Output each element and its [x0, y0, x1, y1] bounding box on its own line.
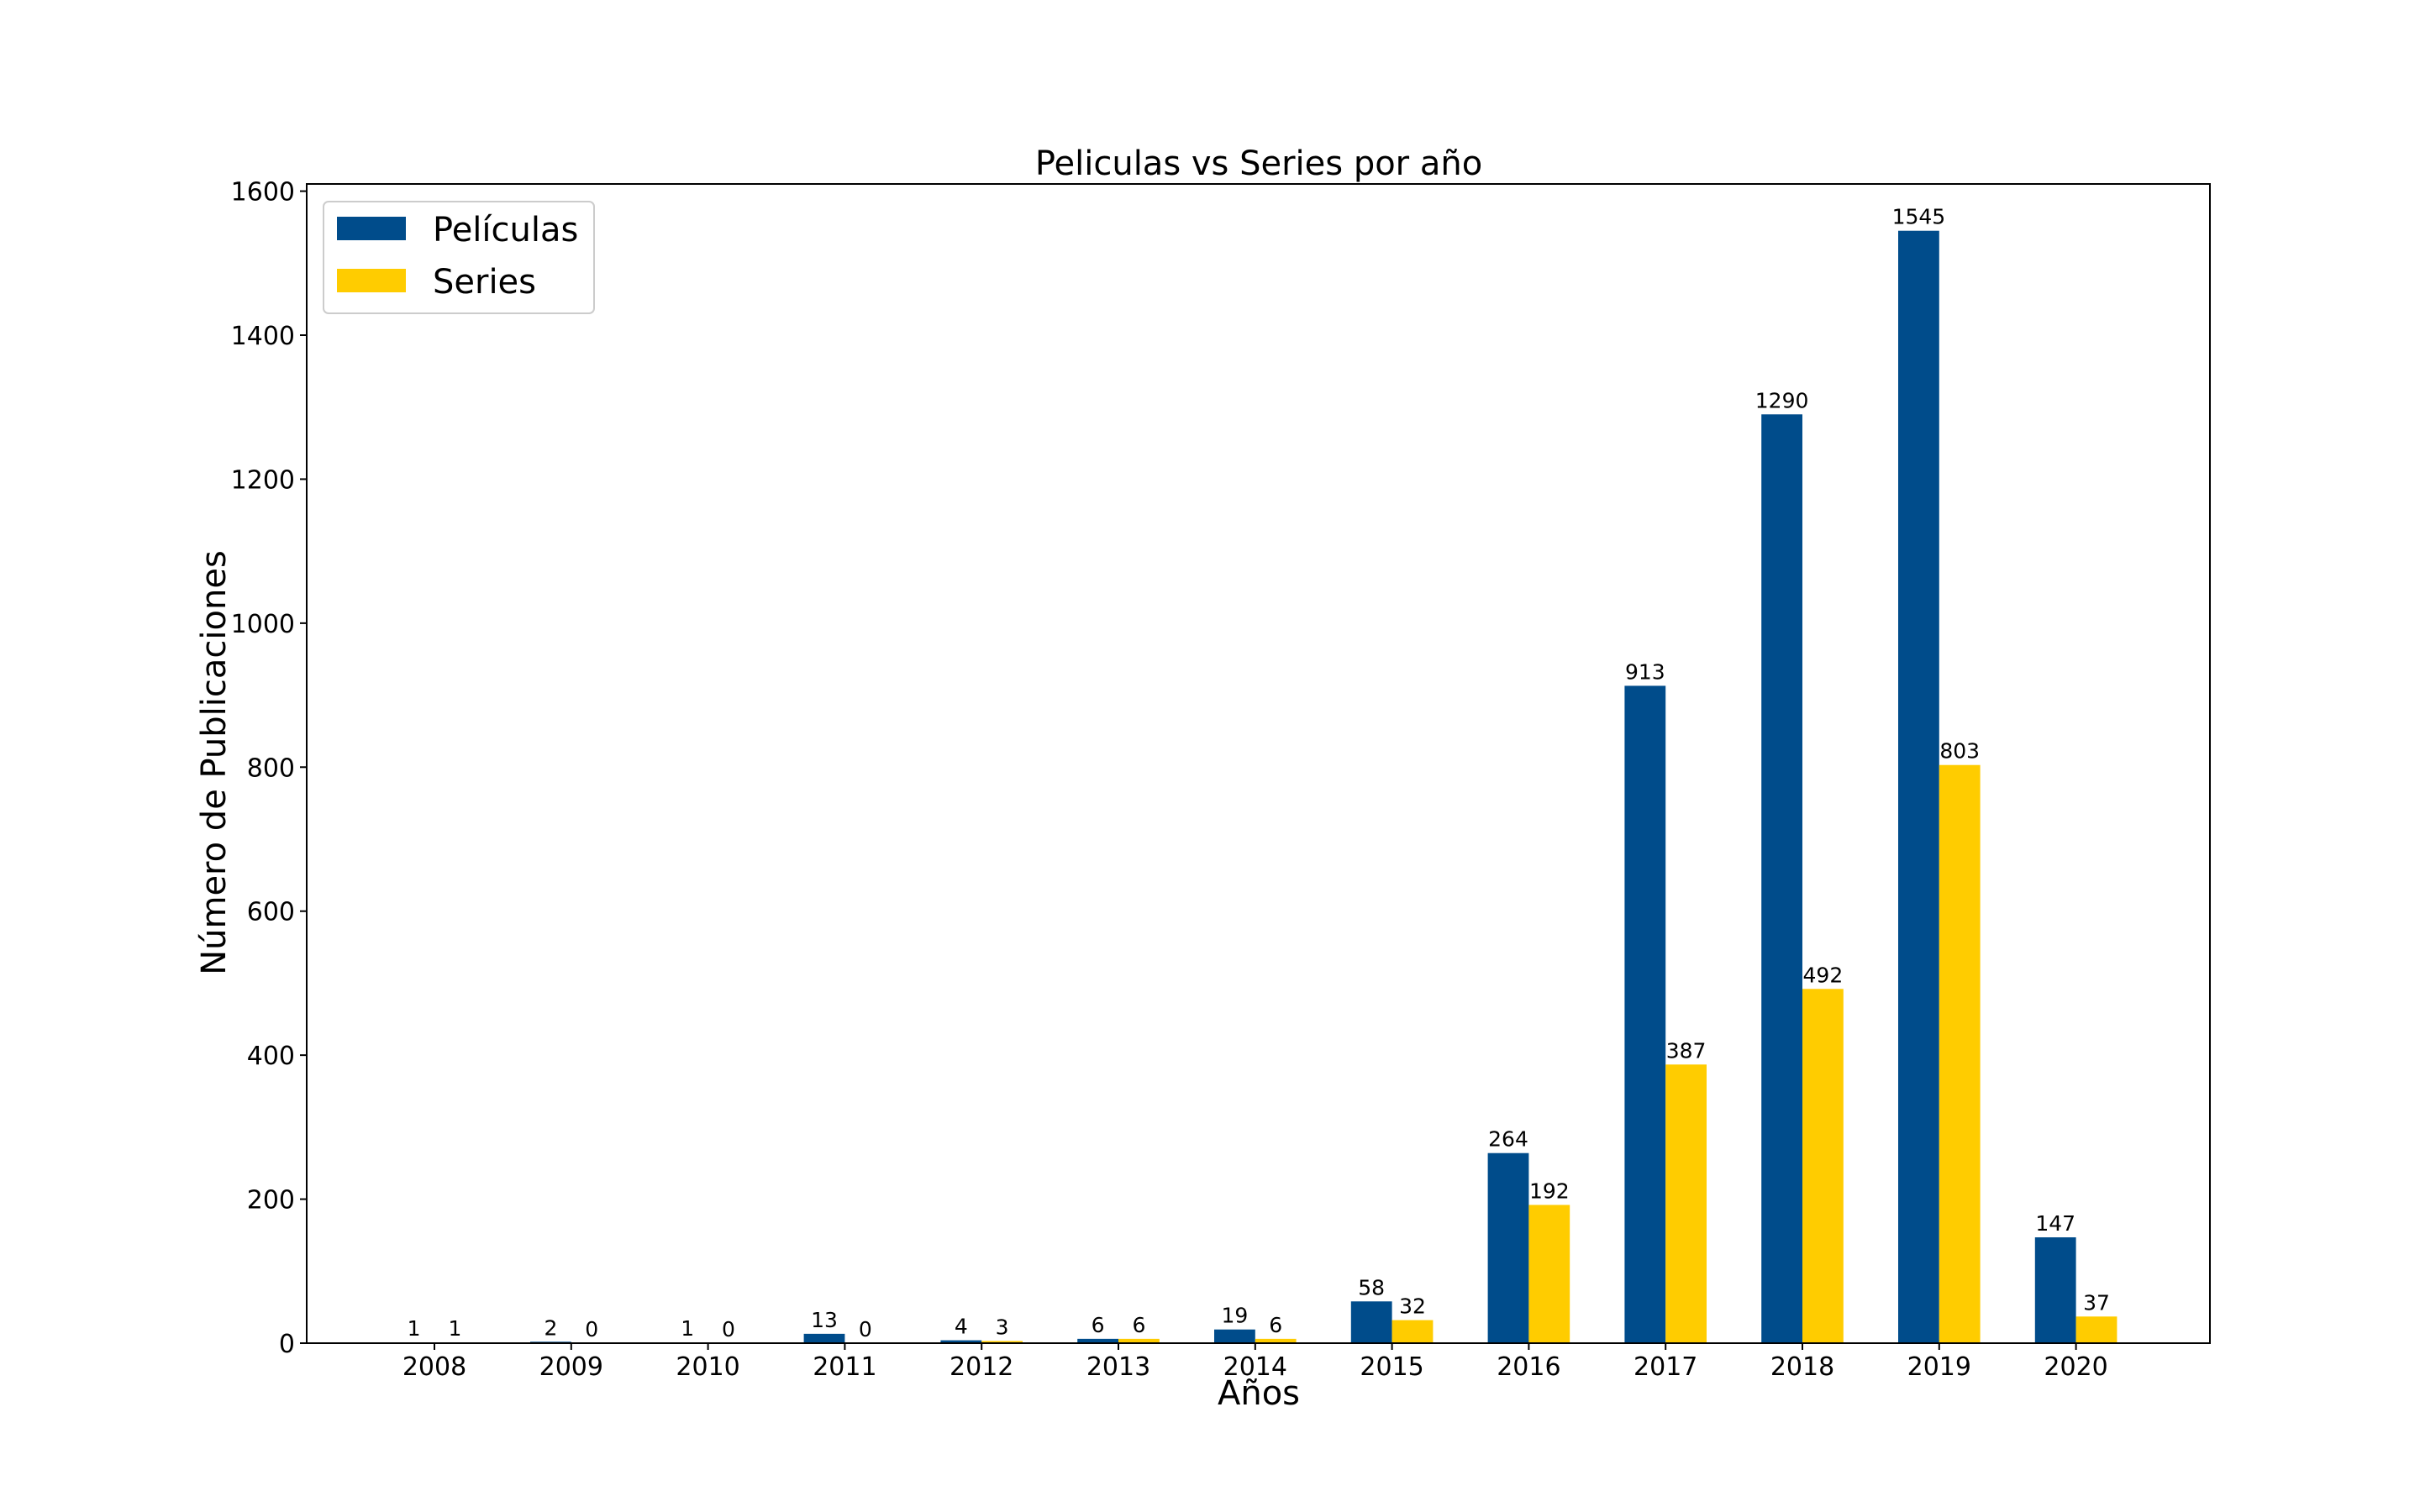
- x-tick-label-2010: 2010: [676, 1352, 739, 1382]
- legend-label-peliculas: Películas: [433, 211, 578, 249]
- y-tick-label-1000: 1000: [231, 610, 295, 639]
- legend-swatch-peliculas: [337, 217, 406, 240]
- x-tick-label-2016: 2016: [1497, 1352, 1560, 1382]
- y-tick-label-1600: 1600: [231, 178, 295, 207]
- x-tick-label-2019: 2019: [1907, 1352, 1971, 1382]
- data-labels-layer: 1 1 2 0 1 0 13 0 4 3 6 6 19 6 58 32 264 192 913 387 1290 492 1…: [408, 205, 2110, 1341]
- data-label-peliculas-2008: 1: [408, 1316, 421, 1341]
- data-label-peliculas-2016: 264: [1488, 1127, 1528, 1152]
- data-label-peliculas-2010: 1: [681, 1316, 694, 1341]
- data-label-series-2010: 0: [722, 1317, 735, 1341]
- bar-series-2020: [2075, 1316, 2118, 1343]
- x-tick-label-2014: 2014: [1223, 1352, 1287, 1382]
- bar-peliculas-2015: [1350, 1301, 1392, 1343]
- y-tick-label-1200: 1200: [231, 465, 295, 495]
- x-axis-label: Años: [1218, 1374, 1300, 1413]
- data-label-series-2015: 32: [1399, 1294, 1426, 1319]
- x-tick-label-2017: 2017: [1634, 1352, 1697, 1382]
- data-label-peliculas-2013: 6: [1092, 1313, 1105, 1337]
- bar-peliculas-2020: [2034, 1237, 2076, 1343]
- data-label-series-2008: 1: [448, 1316, 461, 1341]
- bar-peliculas-2018: [1761, 414, 1802, 1344]
- bar-series-2017: [1665, 1064, 1707, 1343]
- x-tick-label-2018: 2018: [1770, 1352, 1834, 1382]
- data-label-peliculas-2020: 147: [2035, 1211, 2075, 1236]
- bar-peliculas-2011: [803, 1333, 845, 1343]
- data-label-series-2011: 0: [859, 1317, 872, 1341]
- data-label-peliculas-2009: 2: [544, 1315, 557, 1340]
- y-tick-label-600: 600: [247, 898, 295, 927]
- x-tick-label-2013: 2013: [1086, 1352, 1150, 1382]
- bars-layer: [393, 230, 2118, 1344]
- bar-series-2019: [1939, 764, 1981, 1343]
- bar-series-2015: [1392, 1320, 1434, 1343]
- data-label-peliculas-2011: 13: [811, 1308, 838, 1332]
- data-label-peliculas-2019: 1545: [1892, 205, 1946, 229]
- y-axis-label: Número de Publicaciones: [195, 550, 234, 975]
- data-label-series-2017: 387: [1666, 1038, 1707, 1063]
- data-label-peliculas-2012: 4: [955, 1315, 968, 1339]
- y-axis: 0 200 400 600 800 1000 1200 1400 1600: [231, 178, 307, 1359]
- data-label-series-2020: 37: [2083, 1290, 2110, 1315]
- bar-peliculas-2012: [940, 1340, 982, 1343]
- bar-peliculas-2019: [1898, 230, 1939, 1343]
- x-tick-label-2020: 2020: [2044, 1352, 2107, 1382]
- y-tick-label-200: 200: [247, 1186, 295, 1215]
- x-tick-label-2011: 2011: [813, 1352, 876, 1382]
- data-label-series-2014: 6: [1269, 1313, 1282, 1337]
- data-label-series-2013: 6: [1132, 1313, 1145, 1337]
- y-tick-label-800: 800: [247, 753, 295, 783]
- data-label-series-2012: 3: [996, 1315, 1009, 1339]
- data-label-series-2019: 803: [1939, 739, 1980, 764]
- y-tick-label-0: 0: [279, 1330, 295, 1359]
- x-tick-label-2015: 2015: [1360, 1352, 1423, 1382]
- data-label-peliculas-2017: 913: [1625, 659, 1665, 684]
- legend-label-series: Series: [433, 263, 536, 302]
- bar-peliculas-2013: [1077, 1338, 1118, 1343]
- data-label-series-2009: 0: [585, 1317, 598, 1341]
- x-axis: 2008 2009 2010 2011 2012 2013 2014 2015 2016 2017…: [402, 1343, 2108, 1382]
- data-label-peliculas-2015: 58: [1358, 1275, 1385, 1299]
- y-tick-label-400: 400: [247, 1042, 295, 1071]
- bar-peliculas-2017: [1624, 685, 1666, 1343]
- data-label-peliculas-2014: 19: [1221, 1304, 1248, 1328]
- bar-series-2018: [1802, 989, 1844, 1343]
- bar-series-2012: [981, 1341, 1023, 1343]
- x-tick-label-2008: 2008: [402, 1352, 466, 1382]
- plot-frame: [306, 183, 2211, 1344]
- x-tick-label-2009: 2009: [539, 1352, 603, 1382]
- chart-title: Peliculas vs Series por año: [1035, 144, 1482, 183]
- legend-swatch-series: [337, 269, 406, 292]
- bar-series-2013: [1118, 1338, 1160, 1343]
- bar-peliculas-2014: [1214, 1329, 1255, 1343]
- data-label-series-2016: 192: [1529, 1179, 1570, 1203]
- x-tick-label-2012: 2012: [950, 1352, 1013, 1382]
- data-label-peliculas-2018: 1290: [1755, 388, 1809, 412]
- data-label-series-2018: 492: [1803, 963, 1844, 987]
- bar-series-2016: [1528, 1205, 1570, 1343]
- bar-series-2014: [1255, 1338, 1297, 1343]
- y-tick-label-1400: 1400: [231, 322, 295, 351]
- bar-peliculas-2016: [1487, 1152, 1529, 1343]
- legend: Películas Series: [323, 201, 595, 314]
